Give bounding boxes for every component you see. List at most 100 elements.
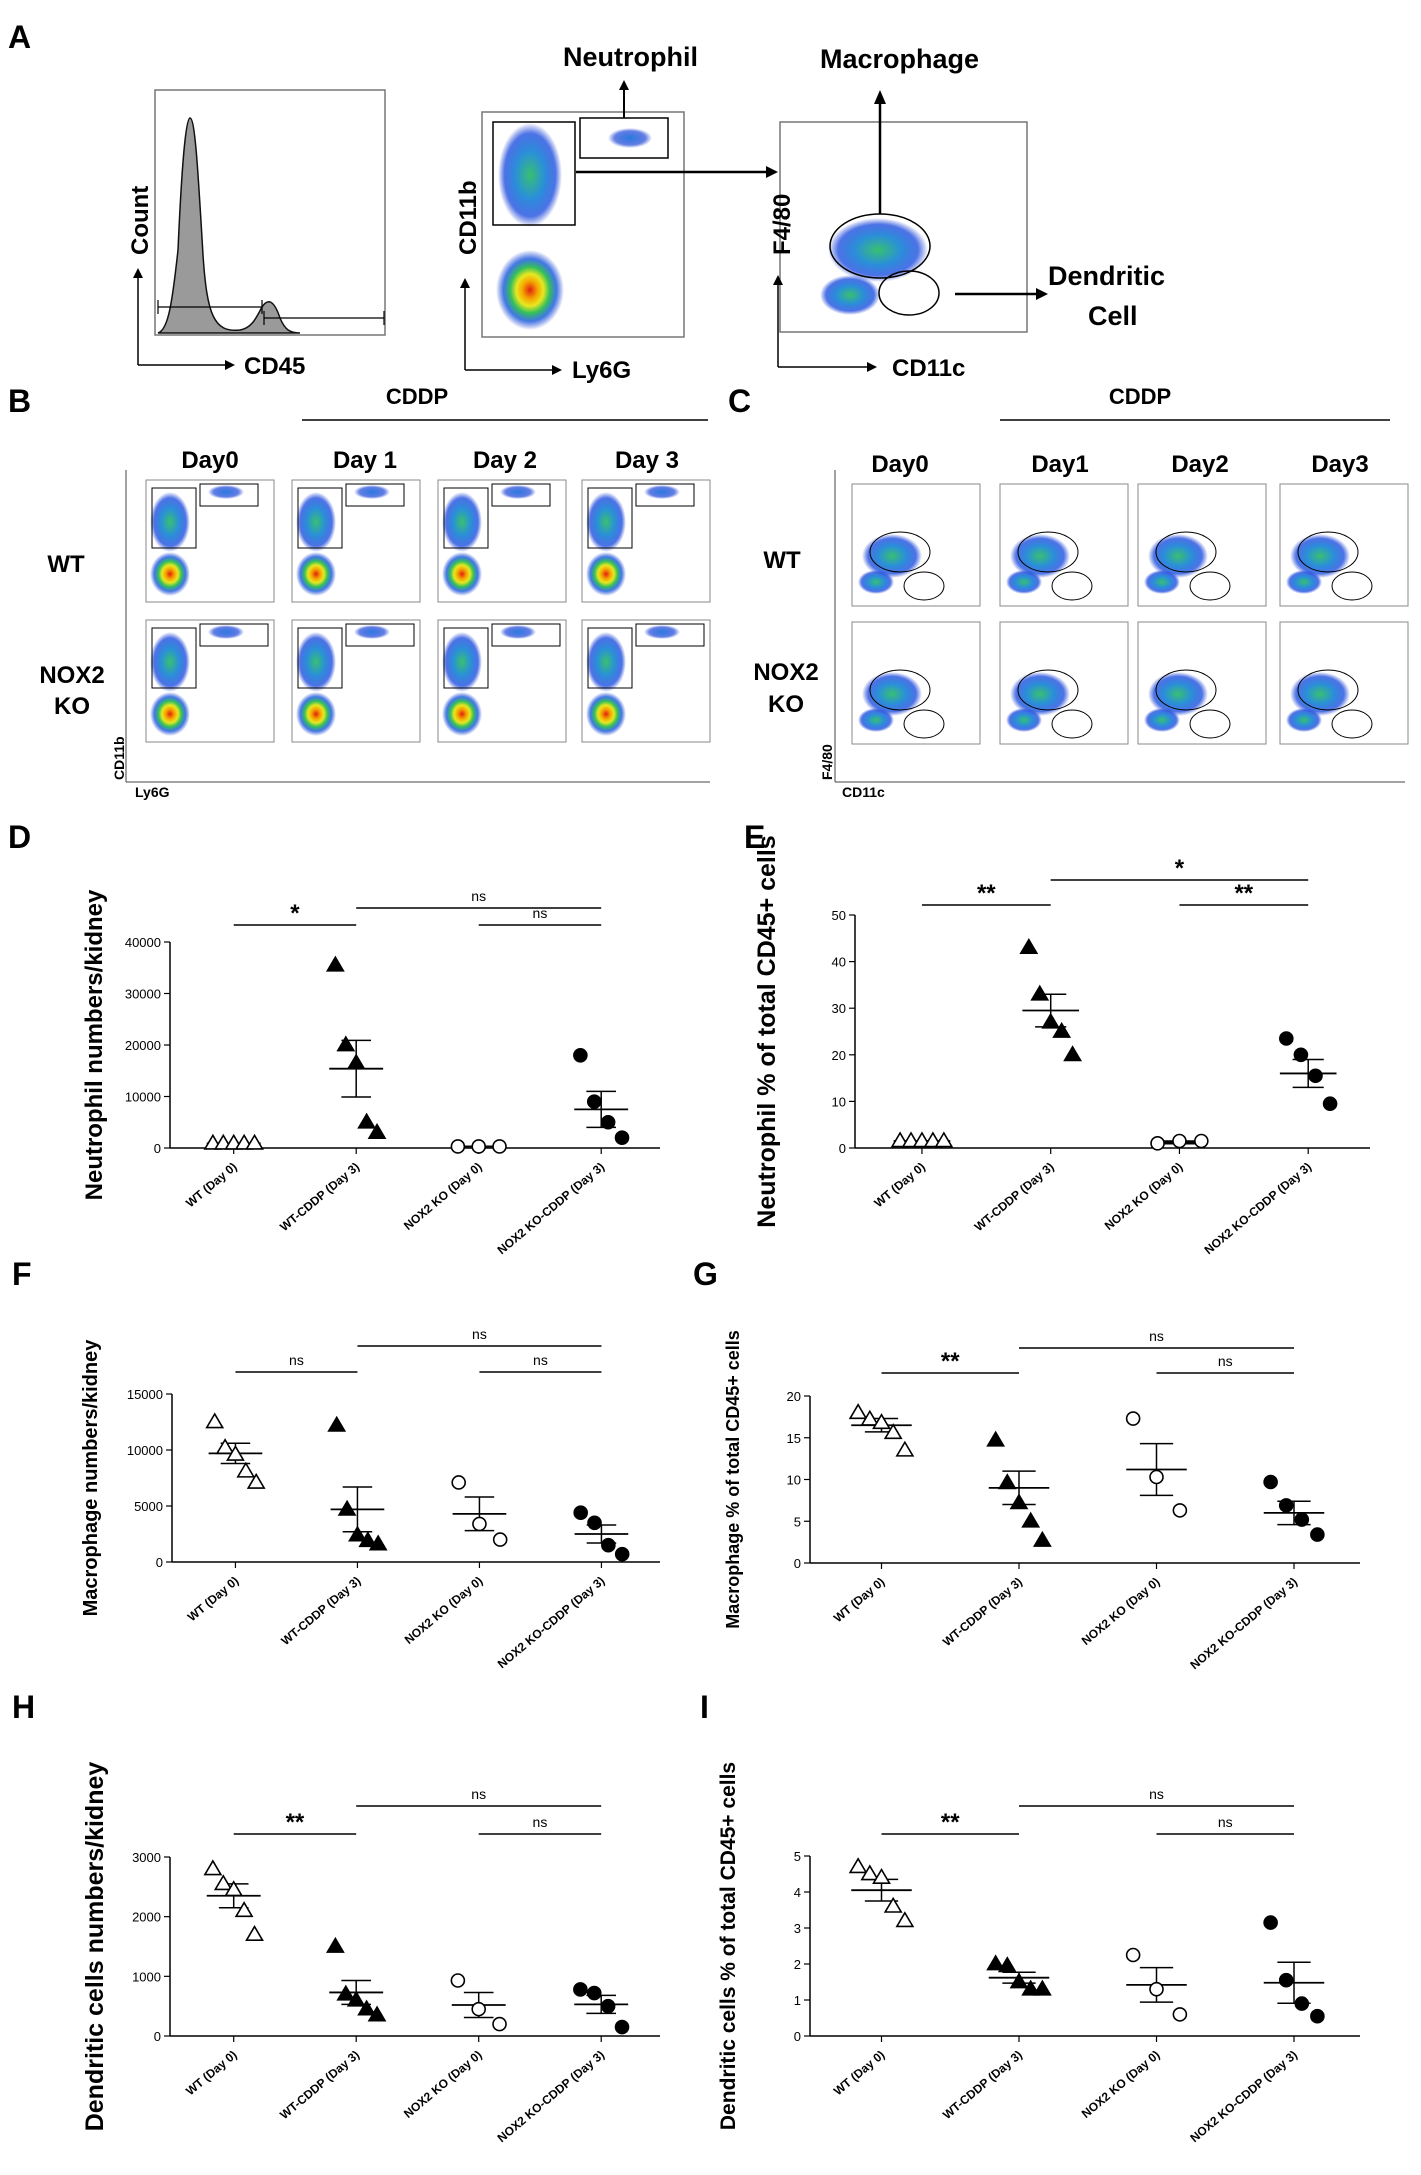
data-point	[1041, 1012, 1061, 1029]
data-point	[245, 1133, 264, 1150]
group-wt-cddp-day3	[325, 955, 387, 1139]
data-point	[883, 1423, 903, 1440]
y-tick-label: 10000	[127, 1443, 163, 1458]
dot1-y-label: CD11b	[455, 180, 482, 255]
x-tick-label-nox2-ko-cddp-day3: NOX2 KO-CDDP (Day 3)	[495, 1160, 608, 1258]
y-tick-label: 30000	[125, 987, 161, 1002]
x-tick-label-nox2-ko-cddp-day3: NOX2 KO-CDDP (Day 3)	[495, 1574, 608, 1672]
y-tick-label: 0	[154, 2029, 161, 2044]
data-point	[895, 1911, 915, 1928]
data-point	[586, 1985, 602, 2001]
data-point	[337, 1499, 357, 1516]
macrophage-gate	[1017, 531, 1079, 573]
data-point	[600, 1114, 616, 1130]
cd11b-high-population	[442, 492, 482, 552]
dendritic-gate	[1189, 571, 1231, 601]
significance-label: **	[941, 1809, 960, 1836]
dendritic-gate	[1189, 709, 1231, 739]
macrophage-gate	[869, 531, 931, 573]
y-tick-label: 2	[794, 1957, 801, 1972]
chart-g: 0 5 10 15 20 Macrophage % of total CD45+ cell…	[723, 1328, 1360, 1672]
group-nox2-ko-day0	[450, 1973, 507, 2032]
significance-label: ns	[1149, 1328, 1164, 1344]
cd11b-low-population	[442, 552, 482, 596]
panel-c-row-nox2: NOX2	[753, 659, 818, 686]
y-tick-label: 0	[154, 1141, 161, 1156]
data-point	[1052, 1021, 1072, 1038]
y-axis-label: Dendritic cells % of total CD45+ cells	[717, 1762, 740, 2130]
y-tick-label: 10	[832, 1094, 846, 1109]
chart-d: 0 10000 20000 30000 40000 Neutrophil numbers/…	[81, 888, 660, 1257]
y-tick-label: 15000	[127, 1387, 163, 1402]
monocyte-gate	[297, 487, 343, 549]
monocyte-gate	[587, 627, 633, 689]
data-point	[348, 1525, 367, 1542]
data-point	[1294, 1996, 1310, 2011]
chart-f: 0 5000 10000 15000 Macrophage numbers/kidney…	[80, 1326, 660, 1671]
panel-b-x-label: Ly6G	[135, 784, 170, 800]
group-nox2-ko-day0	[451, 1475, 508, 1547]
data-point	[450, 1139, 466, 1154]
dot2-y-label: F4/80	[769, 194, 796, 255]
y-tick-label: 5	[794, 1849, 801, 1864]
chart-h: 0 1000 2000 3000 Dendritic cells numbers/kid…	[81, 1762, 660, 2145]
x-tick-label-wt-cddp-day3: WT-CDDP (Day 3)	[972, 1160, 1057, 1234]
significance-wt-day0-vs-wt-cddp-day3: **	[881, 1809, 1019, 1836]
neutrophil-gate	[345, 483, 405, 507]
data-point	[860, 1864, 880, 1881]
data-point	[213, 1874, 233, 1891]
x-tick-label-wt-cddp-day3: WT-CDDP (Day 3)	[277, 2048, 362, 2122]
x-tick-label-wt-day0: WT (Day 0)	[183, 1160, 240, 1211]
cd11b-high-population	[296, 632, 336, 692]
data-point	[848, 1403, 868, 1420]
panel-label-d: D	[8, 819, 31, 855]
group-nox2-ko-day0	[1150, 1133, 1209, 1151]
y-tick-label: 20	[832, 1048, 846, 1063]
data-point	[236, 1461, 256, 1478]
group-wt-cddp-day3	[986, 1954, 1052, 1996]
data-point	[1063, 1045, 1082, 1062]
cell-population	[1290, 534, 1350, 578]
data-point	[586, 1094, 602, 1109]
y-tick-label: 30	[832, 1001, 846, 1016]
group-wt-day0	[203, 1133, 264, 1150]
panel-a-histogram: Count CD45	[127, 89, 386, 380]
data-point	[368, 1534, 388, 1551]
cell-population	[862, 672, 922, 716]
neutrophil-population	[500, 485, 536, 499]
neutrophil-population	[354, 485, 390, 499]
panel-b-dotplot-grid	[145, 479, 711, 743]
cd11b-low-population	[442, 692, 482, 736]
data-point	[336, 1984, 356, 2001]
panel-c-plot-r0-c2	[1137, 483, 1267, 607]
panel-b-plot-r1-c3	[581, 619, 711, 743]
panel-a-dotplot-f480-cd11c: F4/80 CD11c Macrophage Dendritic Cell	[769, 44, 1165, 382]
panel-b-plot-r0-c2	[437, 479, 567, 603]
group-nox2-ko-day0	[1125, 1947, 1188, 2022]
panel-c-plot-r0-c1	[999, 483, 1129, 607]
macrophage-gate	[1297, 669, 1359, 711]
monocyte-gate	[443, 627, 489, 689]
cell-population-low	[1286, 570, 1322, 594]
significance-wt-day0-vs-wt-cddp-day3: **	[881, 1348, 1019, 1375]
significance-label: **	[977, 880, 996, 907]
significance-label: **	[1234, 880, 1253, 907]
group-wt-day0	[848, 1857, 915, 1928]
panel-a-dotplot-cd11b-ly6g: CD11b Ly6G Neutrophil	[455, 42, 778, 384]
cd11b-low-population	[296, 692, 336, 736]
data-point	[492, 1139, 507, 1154]
significance-label: *	[290, 900, 300, 927]
y-tick-label: 1	[794, 1993, 801, 2008]
x-tick-label-nox2-ko-day0: NOX2 KO (Day 0)	[1102, 1160, 1186, 1233]
data-point	[1308, 1068, 1323, 1084]
y-tick-label: 3000	[132, 1850, 161, 1865]
significance-label: ns	[471, 888, 486, 904]
panel-c: CDDP Day0 Day1 Day2 Day3 WT NOX2 KO F4/8…	[753, 384, 1409, 800]
group-nox2-ko-day0	[450, 1139, 507, 1154]
data-point	[1310, 2008, 1325, 2024]
y-tick-label: 3	[794, 1921, 801, 1936]
panel-c-y-label: F4/80	[819, 744, 835, 780]
data-point	[325, 1936, 345, 1953]
data-point	[1294, 1512, 1310, 1527]
y-tick-label: 10000	[125, 1090, 161, 1105]
